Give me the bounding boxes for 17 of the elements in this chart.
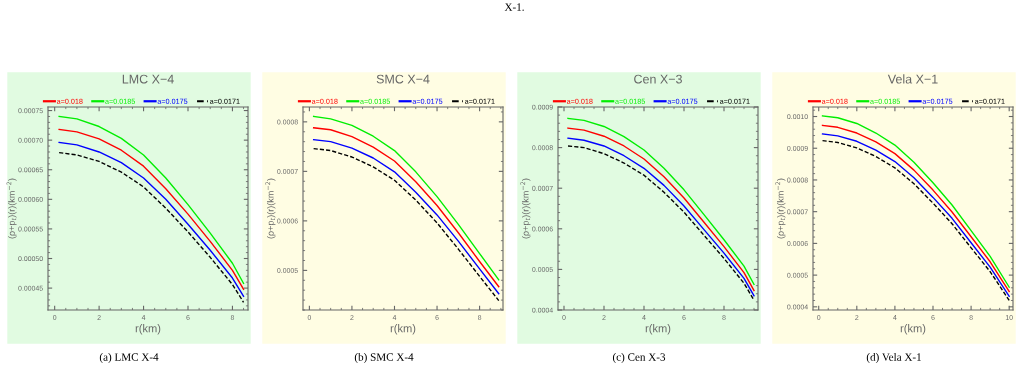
chart-title: Vela X−1 (887, 74, 938, 84)
x-axis-title: r(km) (390, 324, 416, 335)
y-axis-title: (ρ+p$_{t}$)(r)(km$^{−2}$) (6, 178, 17, 239)
y-axis-title: (ρ+p$_{t}$)(r)(km$^{−2}$) (265, 178, 276, 239)
x-axis-title: r(km) (645, 324, 671, 335)
text: (c) Cen X-3 (612, 352, 666, 364)
x-axis-title: r(km) (900, 324, 926, 335)
x-axis-title: r(km) (135, 324, 161, 335)
text: (a) LMC X-4 (99, 352, 159, 364)
text: X-1. (504, 3, 524, 11)
chart-title: SMC X−4 (376, 74, 430, 84)
text: (d) Vela X-1 (866, 352, 921, 364)
y-axis-title: (ρ+p$_{t}$)(r)(km$^{−2}$) (520, 178, 531, 239)
y-axis-title: (ρ+p$_{t}$)(r)(km$^{−2}$) (775, 178, 786, 239)
chart-title: Cen X−3 (634, 74, 682, 84)
text: (b) SMC X-4 (354, 352, 414, 364)
chart-title: LMC X−4 (122, 74, 174, 84)
